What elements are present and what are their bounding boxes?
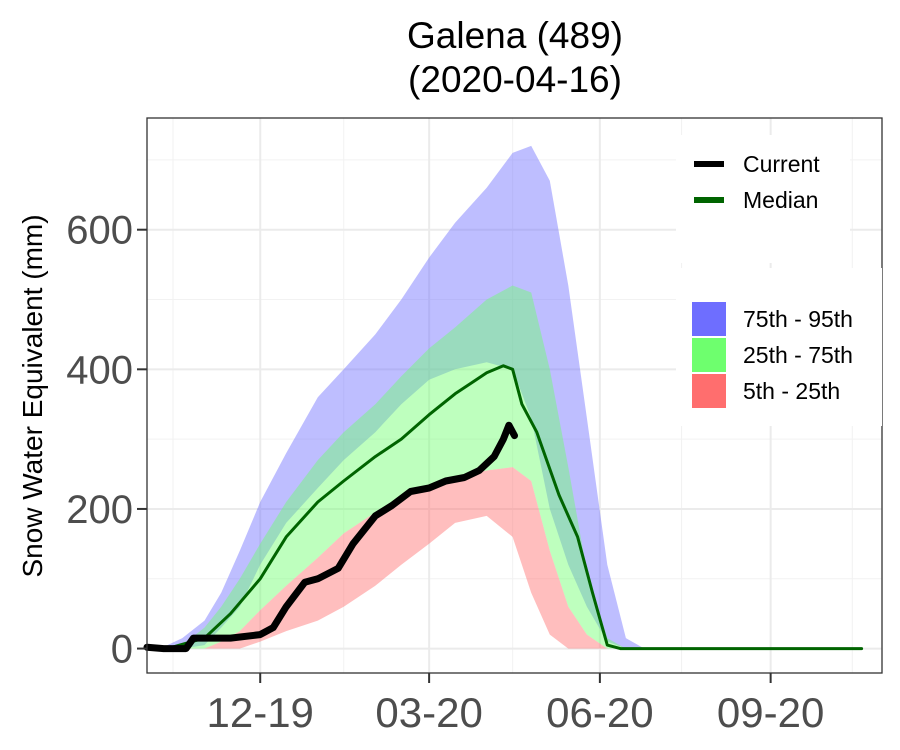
x-tick-label-3: 09-20: [717, 689, 824, 736]
chart-subtitle: (2020-04-16): [408, 59, 622, 100]
y-tick-label-3: 600: [66, 209, 133, 253]
legend-label-band-1: 25th - 75th: [743, 342, 853, 368]
series-line-0: [165, 364, 864, 651]
band-1: [167, 285, 656, 649]
chart-title: Galena (489): [407, 15, 623, 56]
legend-lines: Current Median: [676, 135, 850, 263]
legend-bands: 75th - 95th 25th - 75th 5th - 25th: [676, 268, 882, 426]
y-tick-label-0: 0: [111, 628, 133, 672]
series-lines: [143, 364, 864, 653]
x-axis: 12-19 03-20 06-20 09-20: [207, 673, 824, 736]
legend-label-band-2: 5th - 25th: [743, 378, 840, 404]
x-tick-label-0: 12-19: [207, 689, 314, 736]
legend-key-band-2: [692, 374, 726, 408]
legend-label-current: Current: [743, 151, 820, 177]
y-axis-label: Snow Water Equivalent (mm): [17, 214, 48, 577]
y-axis: 0 200 400 600: [66, 209, 147, 672]
legend-label-median: Median: [743, 187, 818, 213]
y-tick-label-1: 200: [66, 488, 133, 532]
series-line-1: [143, 421, 518, 653]
y-tick-label-2: 400: [66, 348, 133, 392]
x-tick-label-1: 03-20: [375, 689, 482, 736]
legend-key-band-1: [692, 338, 726, 372]
x-tick-label-2: 06-20: [546, 689, 653, 736]
legend-key-band-0: [692, 302, 726, 336]
band-0: [167, 145, 656, 649]
legend-label-band-0: 75th - 95th: [743, 306, 853, 332]
